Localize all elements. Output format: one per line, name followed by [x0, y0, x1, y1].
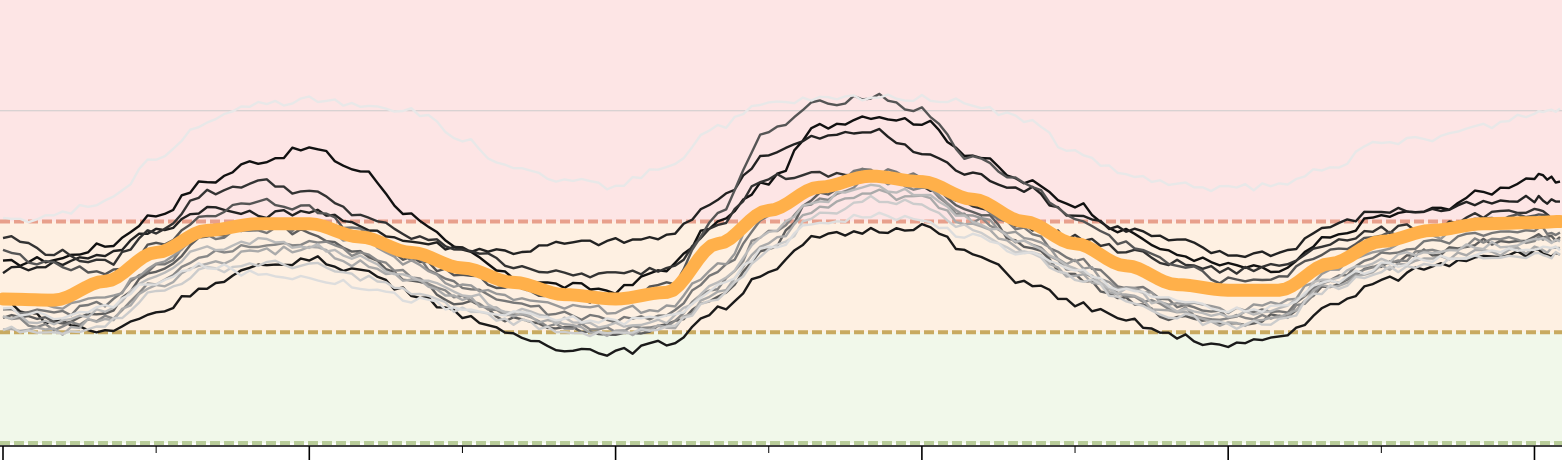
series-line — [2, 170, 1561, 279]
median-line — [0, 169, 1562, 307]
series-line — [2, 194, 1561, 338]
series-line — [2, 222, 1561, 357]
series-line — [2, 211, 1561, 326]
median-series — [0, 169, 1562, 307]
series-line — [2, 183, 1561, 329]
x-axis — [0, 445, 1562, 460]
series-line — [2, 93, 1561, 224]
series-line — [2, 115, 1561, 295]
series-line — [2, 188, 1561, 338]
zone-band — [0, 332, 1562, 443]
series-line — [2, 92, 1561, 305]
